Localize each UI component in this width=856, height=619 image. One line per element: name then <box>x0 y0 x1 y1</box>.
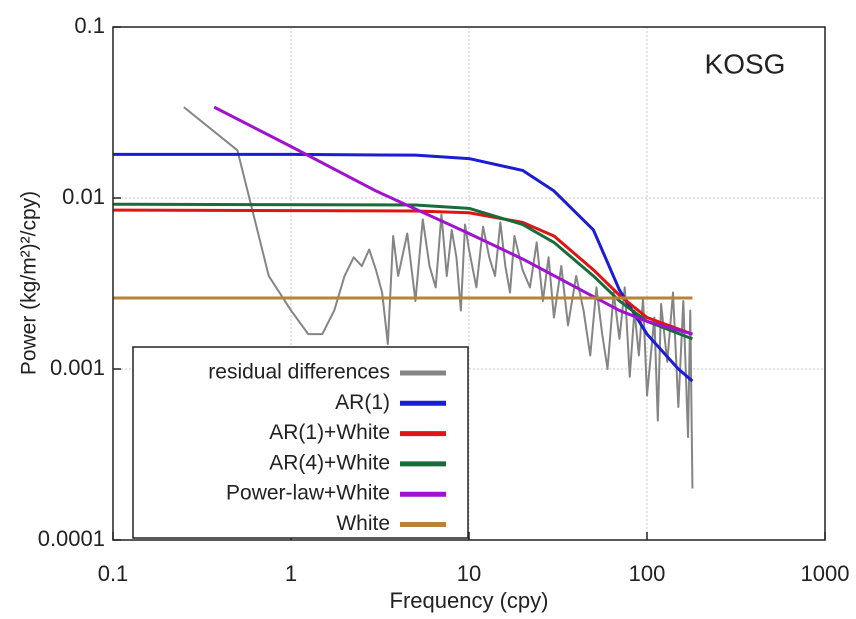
x-tick-label: 1 <box>285 561 297 586</box>
lines <box>112 105 694 489</box>
y-tick-label: 0.0001 <box>38 526 105 551</box>
x-tick-label: 0.1 <box>98 561 129 586</box>
y-axis-label: Power (kg/m²)²/cpy) <box>18 191 41 375</box>
legend-label: AR(4)+White <box>269 451 390 474</box>
series-line <box>112 208 693 336</box>
x-axis-label: Frequency (cpy) <box>390 588 549 613</box>
legend-label: residual differences <box>208 361 390 384</box>
series-line <box>113 152 694 383</box>
series-line <box>112 202 693 341</box>
legend-label: AR(1) <box>335 391 390 414</box>
y-tick-label: 0.001 <box>50 355 105 380</box>
ticks: 0.1 1 10 100 1000 0.0001 0.001 0.01 0.1 <box>38 13 850 586</box>
series-line <box>183 106 694 489</box>
annotation: KOSG <box>705 48 786 79</box>
y-tick-label: 0.01 <box>62 184 105 209</box>
legend-box <box>132 346 469 539</box>
legend-label: White <box>336 512 390 535</box>
x-tick-label: 1000 <box>801 561 850 586</box>
legend-label: Power-law+White <box>226 482 390 505</box>
x-tick-label: 10 <box>457 561 481 586</box>
y-tick-label: 0.1 <box>74 13 105 38</box>
legend: residual differences AR(1) AR(1)+White AR(4… <box>208 361 446 535</box>
series-line <box>213 105 693 336</box>
x-tick-label: 100 <box>629 561 666 586</box>
legend-label: AR(1)+White <box>269 421 390 444</box>
